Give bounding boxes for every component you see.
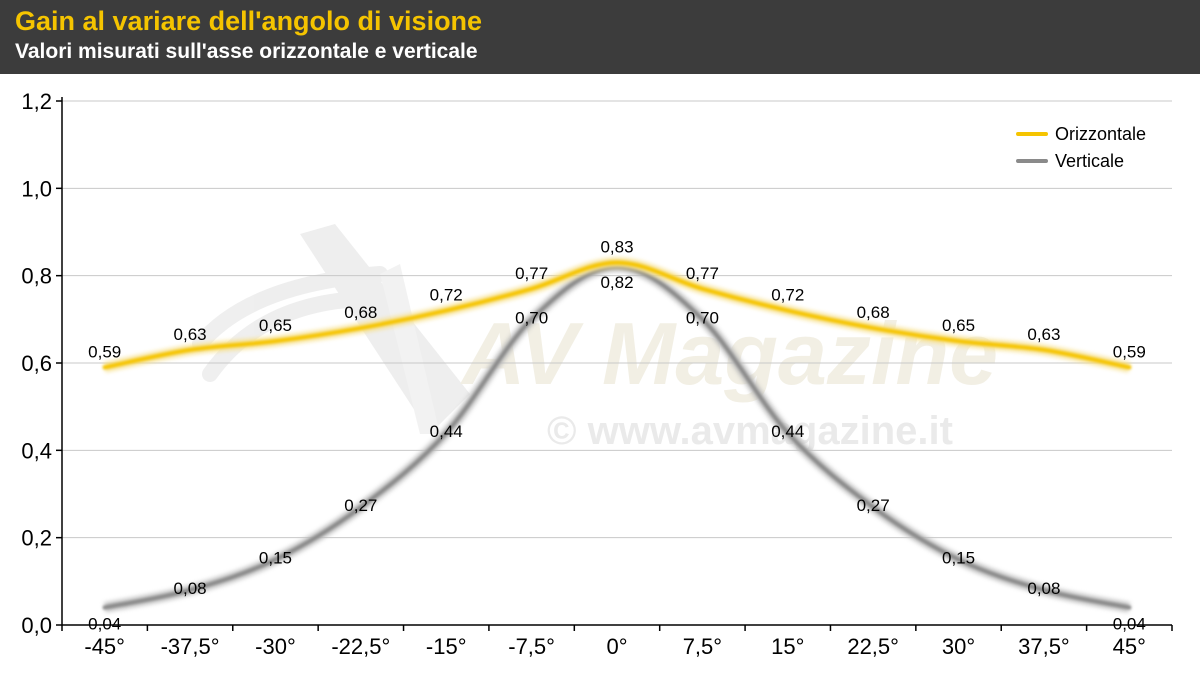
watermark-url: © www.avmagazine.it (547, 409, 953, 453)
x-tick-label: -30° (255, 634, 296, 659)
chart-subtitle: Valori misurati sull'asse orizzontale e … (15, 40, 478, 63)
y-tick-label: 0,0 (21, 613, 52, 638)
y-tick-label: 0,6 (21, 351, 52, 376)
legend-label-verticale: Verticale (1055, 151, 1124, 171)
data-label-orizzontale: 0,77 (515, 264, 548, 283)
data-label-verticale: 0,70 (515, 308, 548, 327)
data-label-orizzontale: 0,63 (174, 325, 207, 344)
x-tick-label: 45° (1113, 634, 1146, 659)
data-label-orizzontale: 0,63 (1027, 325, 1060, 344)
x-tick-label: -45° (84, 634, 125, 659)
data-label-orizzontale: 0,72 (430, 286, 463, 305)
data-label-orizzontale: 0,59 (1113, 342, 1146, 361)
data-label-orizzontale: 0,68 (344, 303, 377, 322)
x-tick-label: 0° (606, 634, 627, 659)
data-label-verticale: 0,04 (1113, 615, 1146, 634)
plot-area: AV Magazine © www.avmagazine.it 0,0 0,2 0,… (0, 74, 1200, 675)
x-tick-label: 22,5° (847, 634, 899, 659)
data-label-orizzontale: 0,65 (942, 316, 975, 335)
data-labels: 0,59 0,63 0,65 0,68 0,72 0,77 0,83 0,77 0,72 0,68… (88, 238, 1146, 634)
y-grid (62, 100, 1172, 539)
series-line-orizzontale (102, 260, 1132, 370)
data-label-orizzontale: 0,68 (857, 303, 890, 322)
data-label-verticale: 0,27 (344, 496, 377, 515)
y-tick-label: 0,2 (21, 526, 52, 551)
y-tick-label: 0,4 (21, 438, 52, 463)
data-label-orizzontale: 0,65 (259, 316, 292, 335)
x-tick-label: 15° (771, 634, 804, 659)
line-chart: AV Magazine © www.avmagazine.it 0,00,20,… (21, 89, 1173, 659)
data-label-orizzontale: 0,59 (88, 342, 121, 361)
x-tick-label: -22,5° (331, 634, 390, 659)
x-tick-label: 7,5° (683, 634, 722, 659)
data-label-orizzontale: 0,77 (686, 264, 719, 283)
data-label-orizzontale: 0,72 (771, 286, 804, 305)
data-label-verticale: 0,15 (259, 549, 292, 568)
watermark-logo-a (300, 224, 470, 434)
y-tick-label: 0,8 (21, 264, 52, 289)
x-tick-label: 37,5° (1018, 634, 1070, 659)
data-label-verticale: 0,44 (771, 422, 804, 441)
y-axis: 0,0 0,2 0,4 0,6 0,8 1,0 1,2 (21, 89, 63, 638)
data-label-orizzontale: 0,83 (600, 238, 633, 257)
x-tick-label: 30° (942, 634, 975, 659)
x-tick-label: -37,5° (161, 634, 220, 659)
data-label-verticale: 0,08 (174, 579, 207, 598)
data-label-verticale: 0,08 (1027, 579, 1060, 598)
chart-header: Gain al variare dell'angolo di visione V… (0, 0, 1200, 74)
x-axis: -45° -37,5° -30° -22,5° -15° -7,5° 0° 7,5° 15° 22… (61, 624, 1173, 659)
y-tick-label: 1,0 (21, 176, 52, 201)
chart-title: Gain al variare dell'angolo di visione (15, 6, 483, 36)
data-label-verticale: 0,15 (942, 549, 975, 568)
data-label-verticale: 0,70 (686, 308, 719, 327)
data-label-verticale: 0,82 (600, 273, 633, 292)
legend-label-orizzontale: Orizzontale (1055, 124, 1146, 144)
series-lines (102, 257, 1132, 613)
y-tick-label: 1,2 (21, 89, 52, 114)
x-tick-label: -15° (426, 634, 467, 659)
data-label-verticale: 0,27 (857, 496, 890, 515)
x-tick-label: -7,5° (508, 634, 555, 659)
data-label-verticale: 0,04 (88, 615, 121, 634)
watermark-logo-swoosh (192, 266, 388, 382)
legend: Orizzontale Verticale (1016, 124, 1146, 171)
data-label-verticale: 0,44 (430, 422, 463, 441)
